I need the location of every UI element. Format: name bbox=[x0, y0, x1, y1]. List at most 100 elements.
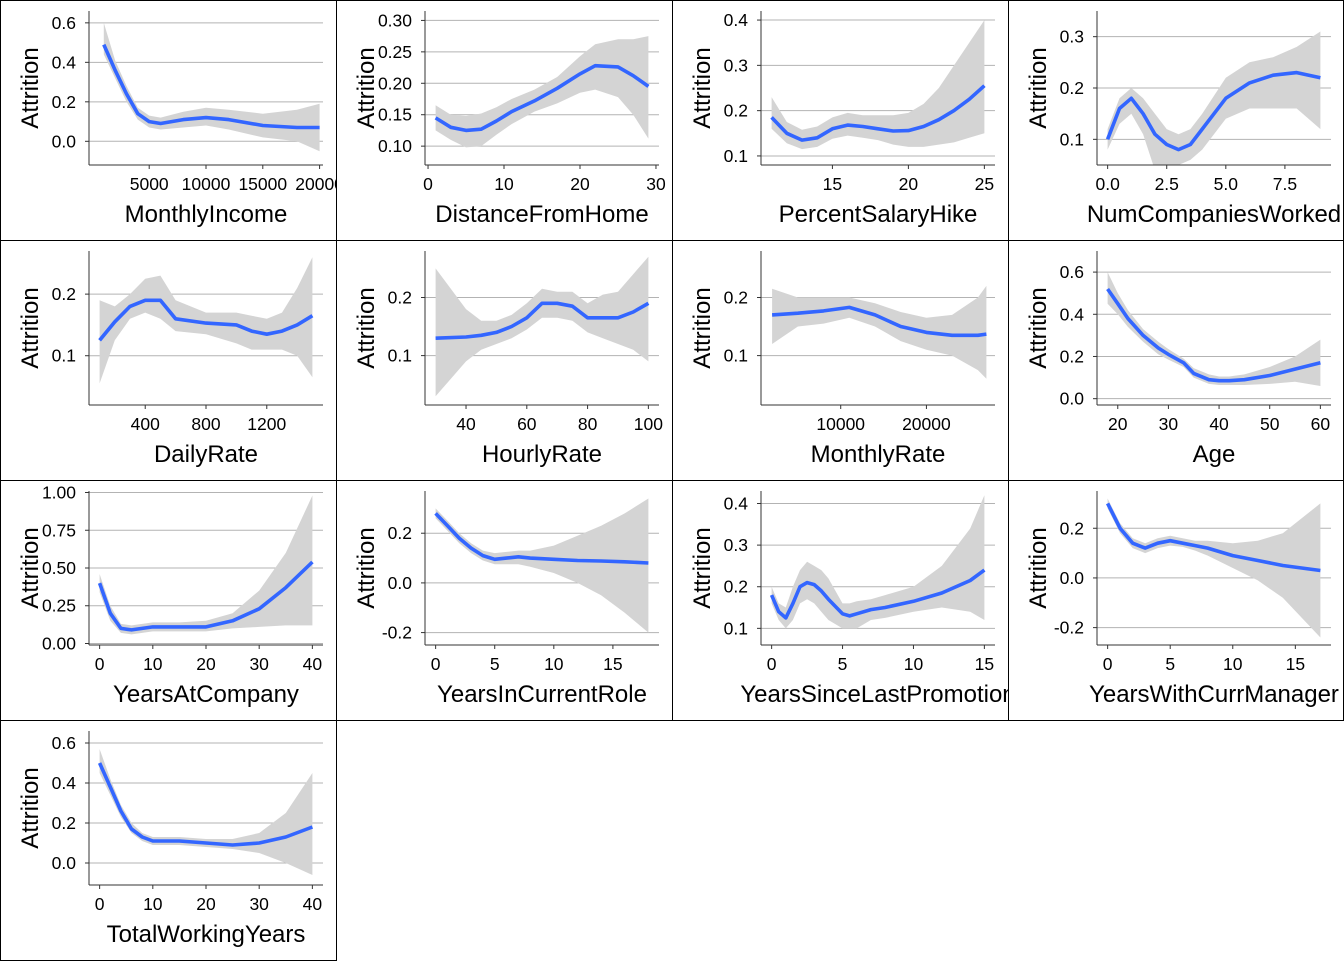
x-tick-label: 15000 bbox=[238, 174, 287, 194]
x-tick-label: 800 bbox=[191, 414, 220, 434]
y-tick-label: -0.2 bbox=[382, 623, 412, 643]
panel-yearsincurrentrole: -0.2 0.0 0.2 0 5 10 15 YearsInCurrentRole Attrit… bbox=[336, 480, 673, 721]
confidence-band bbox=[99, 749, 313, 875]
y-tick-label: 0.2 bbox=[388, 523, 412, 543]
x-tick-label: 30 bbox=[646, 174, 666, 194]
y-axis-title: Attrition bbox=[17, 47, 44, 128]
confidence-band bbox=[435, 256, 649, 397]
x-axis-title: NumCompaniesWorked bbox=[1087, 201, 1341, 228]
x-tick-label: 20 bbox=[196, 654, 216, 674]
y-tick-label: 0.1 bbox=[1060, 129, 1084, 149]
y-axis-title: Attrition bbox=[17, 767, 44, 848]
y-axis-title: Attrition bbox=[1025, 287, 1052, 368]
confidence-band bbox=[1107, 498, 1321, 638]
x-tick-label: 5 bbox=[838, 654, 848, 674]
y-tick-label: 0.0 bbox=[52, 853, 77, 873]
x-tick-label: 40 bbox=[1209, 414, 1229, 434]
y-tick-label: 0.1 bbox=[388, 346, 412, 366]
y-tick-label: 0.25 bbox=[378, 42, 412, 62]
panel-totalworkingyears: 0.0 0.2 0.4 0.6 0 10 20 30 40 TotalWorkingYears At… bbox=[0, 720, 337, 961]
y-tick-label: 0.2 bbox=[724, 287, 748, 307]
x-tick-label: 20000 bbox=[902, 414, 951, 434]
x-tick-label: 15 bbox=[603, 654, 622, 674]
y-tick-label: 0.2 bbox=[1060, 346, 1084, 366]
smooth-line bbox=[1105, 70, 1321, 152]
plot-svg: 0.1 0.2 400 800 1200 DailyRate Attrition bbox=[17, 251, 323, 468]
y-tick-label: 0.1 bbox=[52, 346, 76, 366]
x-tick-label: 15 bbox=[1286, 654, 1305, 674]
x-tick-label: 10000 bbox=[182, 174, 231, 194]
y-tick-label: 0.3 bbox=[724, 55, 748, 75]
x-tick-label: 2.5 bbox=[1155, 174, 1179, 194]
y-tick-label: 0.0 bbox=[388, 573, 413, 593]
y-tick-label: 0.30 bbox=[378, 10, 412, 30]
x-tick-label: 30 bbox=[249, 654, 269, 674]
smooth-line bbox=[434, 512, 649, 565]
panel-yearssincelastpromotion: 0.1 0.2 0.3 0.4 0 5 10 15 YearsSinceLastPromotio… bbox=[672, 480, 1009, 721]
y-axis-title: Attrition bbox=[1025, 47, 1052, 128]
x-tick-label: 0 bbox=[95, 654, 105, 674]
y-tick-label: 0.1 bbox=[724, 146, 748, 166]
x-tick-label: 0 bbox=[431, 654, 441, 674]
panel-yearswithcurrmanager: -0.2 0.0 0.2 0 5 10 15 YearsWithCurrManager Attr… bbox=[1008, 480, 1344, 721]
x-axis-title: YearsWithCurrManager bbox=[1089, 681, 1339, 708]
x-tick-label: 10 bbox=[494, 174, 514, 194]
y-axis-title: Attrition bbox=[353, 47, 380, 128]
panel-numcompaniesworked: 0.1 0.2 0.3 0.0 2.5 5.0 7.5 NumCompaniesWorked A… bbox=[1008, 0, 1344, 241]
y-tick-label: 0.1 bbox=[724, 346, 748, 366]
y-tick-label: 1.00 bbox=[42, 483, 76, 503]
plot-svg: 0.00 0.25 0.50 0.75 1.00 0 10 20 30 40YearsAtComp… bbox=[17, 483, 323, 708]
smooth-line bbox=[435, 301, 650, 340]
smooth-line bbox=[434, 63, 650, 133]
plot-svg: 0.1 0.2 40 60 80 100 HourlyRate Attrition bbox=[353, 251, 663, 468]
x-tick-label: 20 bbox=[196, 894, 216, 914]
x-tick-label: 0 bbox=[95, 894, 105, 914]
y-tick-label: 0.3 bbox=[1060, 27, 1084, 47]
smooth-line bbox=[97, 762, 314, 847]
x-tick-label: 40 bbox=[303, 894, 323, 914]
panel-dailyrate: 0.1 0.2 400 800 1200 DailyRate Attrition bbox=[0, 240, 337, 481]
x-tick-label: 5 bbox=[1165, 654, 1175, 674]
y-tick-label: 0.4 bbox=[52, 52, 77, 72]
x-axis-title: PercentSalaryHike bbox=[779, 201, 978, 228]
y-tick-label: 0.6 bbox=[52, 13, 76, 33]
x-tick-label: 20000 bbox=[295, 174, 337, 194]
x-tick-label: 60 bbox=[517, 414, 537, 434]
smooth-line bbox=[97, 560, 314, 632]
smooth-line bbox=[769, 568, 986, 620]
y-tick-label: 0.2 bbox=[1060, 78, 1084, 98]
x-tick-label: 15 bbox=[975, 654, 994, 674]
confidence-band bbox=[1107, 31, 1321, 165]
plot-svg: 0.0 0.2 0.4 0.6 5000 10000 15000 20000 MonthlyIn… bbox=[17, 11, 337, 228]
x-tick-label: 30 bbox=[249, 894, 269, 914]
panel-percentsalaryhike: 0.1 0.2 0.3 0.4 15 20 25 PercentSalaryHike Attri… bbox=[672, 0, 1009, 241]
x-tick-label: 20 bbox=[899, 174, 919, 194]
x-tick-label: 60 bbox=[1311, 414, 1331, 434]
confidence-band bbox=[1107, 272, 1321, 386]
x-tick-label: 10000 bbox=[816, 414, 865, 434]
plot-svg: -0.2 0.0 0.2 0 5 10 15 YearsWithCurrManager Attr… bbox=[1025, 491, 1339, 708]
y-tick-label: 0.20 bbox=[378, 73, 412, 93]
smooth-line bbox=[1105, 502, 1321, 573]
y-tick-label: 0.0 bbox=[52, 131, 77, 151]
y-tick-label: 0.2 bbox=[724, 577, 748, 597]
smooth-line bbox=[98, 298, 314, 342]
y-tick-label: 0.10 bbox=[378, 136, 412, 156]
y-tick-label: 0.6 bbox=[1060, 262, 1084, 282]
x-tick-label: 10 bbox=[544, 654, 564, 674]
x-tick-label: 15 bbox=[823, 174, 842, 194]
plot-svg: 0.1 0.2 10000 20000 MonthlyRate Attrition bbox=[689, 251, 995, 468]
x-tick-label: 20 bbox=[1108, 414, 1128, 434]
x-tick-label: 20 bbox=[570, 174, 590, 194]
y-axis-title: Attrition bbox=[689, 47, 716, 128]
plot-svg: 0.0 0.2 0.4 0.6 20 30 40 50 60 Age Attrition bbox=[1025, 251, 1331, 468]
y-axis-title: Attrition bbox=[689, 527, 716, 608]
y-tick-label: 0.25 bbox=[42, 596, 76, 616]
confidence-band bbox=[99, 257, 313, 384]
y-tick-label: 0.2 bbox=[52, 813, 76, 833]
y-axis-title: Attrition bbox=[689, 287, 716, 368]
smooth-line bbox=[1106, 287, 1321, 383]
y-tick-label: 0.00 bbox=[42, 633, 76, 653]
confidence-band bbox=[103, 22, 320, 152]
